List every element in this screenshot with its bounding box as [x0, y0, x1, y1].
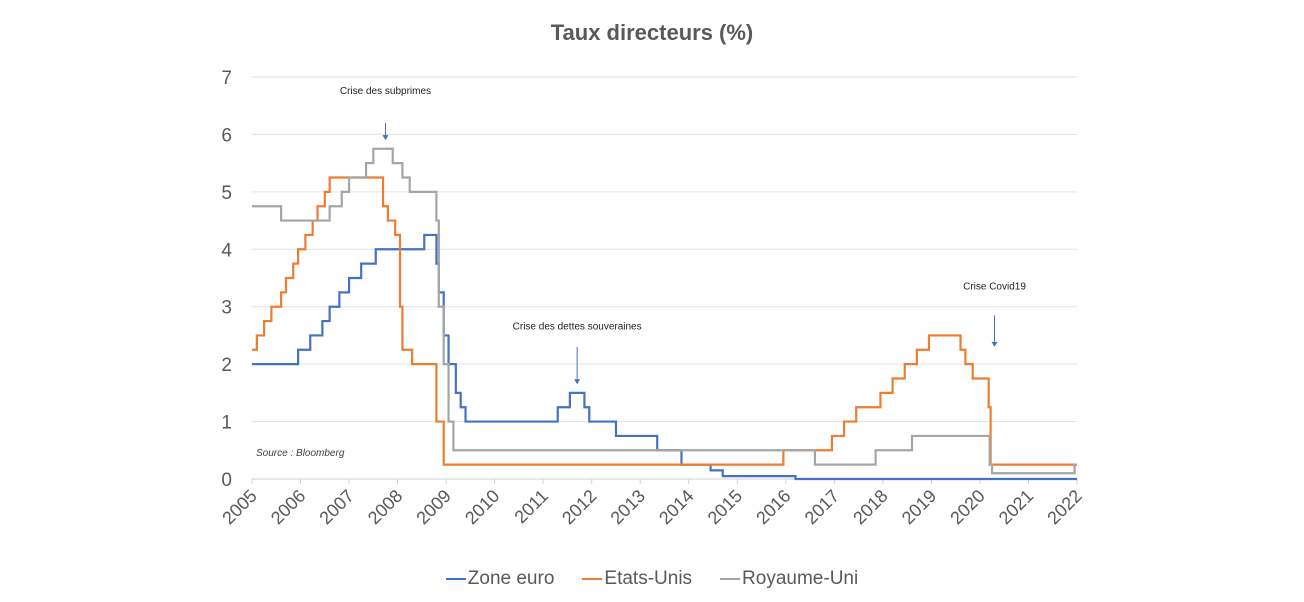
series-line-etats-unis [252, 176, 1077, 466]
x-tick-label: 2005 [218, 486, 260, 528]
x-tick-label: 2014 [655, 486, 697, 528]
y-tick-label: 2 [221, 355, 232, 376]
x-tick-label: 2012 [558, 486, 600, 528]
y-axis-tick-labels: 0 1 2 3 4 5 6 7 [221, 68, 232, 491]
annotation-label: Crise des dettes souveraines [513, 322, 642, 333]
source-note: Source : Bloomberg [256, 448, 345, 459]
x-tick-label: 2011 [510, 486, 552, 528]
x-tick-label: 2009 [412, 486, 454, 528]
x-tick-label: 2013 [607, 486, 649, 528]
y-tick-label: 3 [221, 298, 232, 319]
x-tick-label: 2021 [995, 486, 1037, 528]
legend-swatch-icon [445, 578, 466, 580]
x-tick-label: 2008 [364, 486, 406, 528]
arrow-head-icon [382, 135, 389, 141]
data-series [252, 147, 1077, 481]
chart-title: Taux directeurs (%) [550, 20, 754, 45]
arrow-head-icon [991, 341, 998, 347]
x-tick-label: 2018 [849, 486, 891, 528]
legend-item-zone-euro: Zone euro [445, 568, 555, 590]
legend-label: Etats-Unis [604, 568, 693, 589]
x-tick-label: 2016 [752, 486, 794, 528]
y-tick-label: 0 [221, 470, 232, 491]
y-tick-label: 7 [221, 68, 232, 89]
x-tick-label: 2010 [461, 486, 503, 528]
legend-swatch-icon [720, 578, 741, 580]
series-line-royaume-uni [252, 147, 1077, 475]
y-tick-label: 4 [221, 240, 232, 261]
annotation-label: Crise Covid19 [963, 281, 1026, 292]
legend-swatch-icon [582, 578, 603, 580]
x-axis-tick-labels: 2005 2006 2007 2008 2009 2010 2011 2012 2013 2014… [218, 486, 1085, 528]
x-tick-label: 2007 [315, 486, 357, 528]
x-tick-label: 2020 [946, 486, 988, 528]
x-tick-label: 2006 [267, 486, 309, 528]
series-line-zone-euro [252, 233, 1077, 481]
x-tick-label: 2022 [1043, 486, 1085, 528]
x-tick-label: 2017 [801, 486, 843, 528]
legend-label: Zone euro [467, 568, 555, 589]
arrow-head-icon [574, 379, 581, 385]
x-tick-label: 2019 [898, 486, 940, 528]
annotation-label: Crise des subprimes [340, 86, 431, 97]
legend-item-etats-unis: Etats-Unis [582, 568, 692, 590]
annotations: Crise des subprimes Crise des dettes souv… [340, 86, 1026, 385]
y-tick-label: 6 [221, 125, 232, 146]
legend-item-royaume-uni: Royaume-Uni [720, 568, 858, 590]
gridlines [251, 76, 1078, 484]
x-tick-label: 2015 [704, 486, 746, 528]
legend: Zone euro Etats-Unis Royaume-Uni [0, 568, 1304, 590]
legend-label: Royaume-Uni [742, 568, 859, 589]
y-tick-label: 1 [221, 413, 232, 434]
y-tick-label: 5 [221, 183, 232, 204]
